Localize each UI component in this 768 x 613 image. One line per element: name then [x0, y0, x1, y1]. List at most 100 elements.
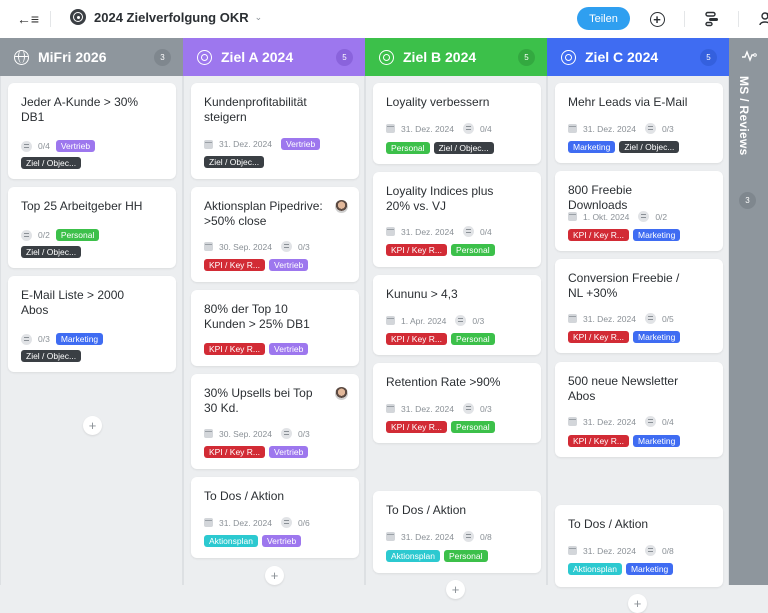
tag-ziel-objective: Ziel / Objec... — [21, 157, 81, 169]
timeline-button[interactable] — [701, 8, 723, 30]
checklist-progress: 0/3 — [662, 124, 674, 134]
due-date: 31. Dez. 2024 — [401, 124, 454, 134]
board-title-dropdown[interactable]: 2024 Zielverfolgung OKR ⌄ — [70, 9, 262, 25]
card-title: Top 25 Arbeitgeber HH — [21, 199, 145, 214]
collapse-menu-button[interactable]: ←≡ — [18, 10, 38, 28]
tag-personal: Personal — [56, 229, 100, 241]
column-header[interactable]: Ziel B 2024 5 — [365, 38, 547, 76]
tag-kpi-key-result: KPI / Key R... — [204, 259, 265, 271]
tag-kpi-key-result: KPI / Key R... — [386, 244, 447, 256]
due-date: 31. Dez. 2024 — [583, 124, 636, 134]
due-date: 31. Dez. 2024 — [401, 404, 454, 414]
tag-ziel-objective: Ziel / Objec... — [619, 141, 679, 153]
avatar[interactable] — [335, 387, 348, 400]
card[interactable]: Loyality verbessern 31. Dez. 2024 0/4 Pe… — [373, 83, 541, 164]
tag-kpi-key-result: KPI / Key R... — [568, 331, 629, 343]
tag-marketing: Marketing — [626, 563, 673, 575]
card[interactable]: Kundenprofitabilität steigern 31. Dez. 2… — [191, 83, 359, 179]
checklist-icon — [281, 428, 292, 439]
tag-marketing: Marketing — [568, 141, 615, 153]
checklist-icon — [645, 416, 656, 427]
target-icon — [70, 9, 86, 25]
column-title: Ziel A 2024 — [221, 49, 293, 65]
card-title: To Dos / Aktion — [568, 517, 692, 532]
checklist-progress: 0/8 — [480, 532, 492, 542]
card[interactable]: 80% der Top 10 Kunden > 25% DB1 KPI / Ke… — [191, 290, 359, 366]
tag-kpi-key-result: KPI / Key R... — [204, 343, 265, 355]
calendar-icon — [204, 140, 213, 149]
card[interactable]: 30% Upsells bei Top 30 Kd. 30. Sep. 2024… — [191, 374, 359, 469]
card[interactable]: E-Mail Liste > 2000 Abos 0/3 Marketing Z… — [8, 276, 176, 372]
card[interactable]: Retention Rate >90% 31. Dez. 2024 0/3 KP… — [373, 363, 541, 443]
chevron-down-icon: ⌄ — [255, 12, 263, 23]
tag-personal: Personal — [444, 550, 488, 562]
add-card-button[interactable]: + — [83, 416, 102, 435]
add-card-button[interactable]: + — [446, 580, 465, 599]
card-title: Conversion Freebie / NL +30% — [568, 271, 692, 301]
tag-ziel-objective: Ziel / Objec... — [204, 156, 264, 168]
checklist-progress: 0/8 — [662, 546, 674, 556]
checklist-progress: 0/3 — [480, 404, 492, 414]
checklist-progress: 0/3 — [298, 242, 310, 252]
collapsed-column-ms-reviews[interactable]: MS / Reviews 3 — [729, 38, 768, 585]
card[interactable]: Mehr Leads via E-Mail 31. Dez. 2024 0/3 … — [555, 83, 723, 163]
card[interactable]: Jeder A-Kunde > 30% DB1 0/4 Vertrieb Zie… — [8, 83, 176, 179]
column-body: Loyality verbessern 31. Dez. 2024 0/4 Pe… — [365, 76, 547, 585]
card[interactable]: Conversion Freebie / NL +30% 31. Dez. 20… — [555, 259, 723, 353]
calendar-icon — [386, 404, 395, 413]
tag-vertrieb: Vertrieb — [269, 446, 308, 458]
add-icon: + — [650, 12, 665, 27]
column-title: Ziel C 2024 — [585, 49, 658, 65]
card-title: Loyality Indices plus 20% vs. VJ — [386, 184, 510, 214]
kanban-board: MiFri 2026 3 Jeder A-Kunde > 30% DB1 0/4… — [0, 38, 768, 585]
tag-kpi-key-result: KPI / Key R... — [386, 333, 447, 345]
tag-vertrieb: Vertrieb — [262, 535, 301, 547]
checklist-icon — [645, 123, 656, 134]
column-header[interactable]: Ziel C 2024 5 — [547, 38, 729, 76]
card[interactable]: Loyality Indices plus 20% vs. VJ 31. Dez… — [373, 172, 541, 267]
checklist-progress: 0/3 — [472, 316, 484, 326]
target-icon — [379, 50, 394, 65]
card[interactable]: 800 Freebie Downloads 1. Okt. 2024 0/2 K… — [555, 171, 723, 251]
column-header[interactable]: MiFri 2026 3 — [0, 38, 183, 76]
add-button[interactable]: + — [646, 8, 668, 30]
card[interactable]: To Dos / Aktion 31. Dez. 2024 0/6 Aktion… — [191, 477, 359, 558]
card[interactable]: To Dos / Aktion 31. Dez. 2024 0/8 Aktion… — [373, 491, 541, 573]
column-mifri-2026: MiFri 2026 3 Jeder A-Kunde > 30% DB1 0/4… — [0, 38, 183, 585]
card-title: E-Mail Liste > 2000 Abos — [21, 288, 145, 318]
card[interactable]: Kununu > 4,3 1. Apr. 2024 0/3 KPI / Key … — [373, 275, 541, 355]
card-title: Aktionsplan Pipedrive: >50% close — [204, 199, 328, 229]
tag-personal: Personal — [451, 333, 495, 345]
checklist-icon — [455, 315, 466, 326]
column-title: MiFri 2026 — [38, 49, 106, 65]
card-title: Loyality verbessern — [386, 95, 510, 110]
card[interactable]: To Dos / Aktion 31. Dez. 2024 0/8 Aktion… — [555, 505, 723, 587]
due-date: 30. Sep. 2024 — [219, 242, 272, 252]
divider — [50, 11, 51, 27]
calendar-icon — [204, 518, 213, 527]
tag-kpi-key-result: KPI / Key R... — [204, 446, 265, 458]
avatar[interactable] — [335, 200, 348, 213]
checklist-progress: 0/3 — [298, 429, 310, 439]
card-title: Kundenprofitabilität steigern — [204, 95, 328, 125]
column-title: Ziel B 2024 — [403, 49, 476, 65]
add-card-button[interactable]: + — [628, 594, 647, 613]
due-date: 31. Dez. 2024 — [583, 314, 636, 324]
card[interactable]: Top 25 Arbeitgeber HH 0/2 Personal Ziel … — [8, 187, 176, 268]
checklist-progress: 0/4 — [480, 124, 492, 134]
globe-icon — [14, 50, 29, 65]
column-ziel-b-2024: Ziel B 2024 5 Loyality verbessern 31. De… — [365, 38, 547, 585]
due-date: 31. Dez. 2024 — [401, 532, 454, 542]
column-ziel-a-2024: Ziel A 2024 5 Kundenprofitabilität steig… — [183, 38, 365, 585]
tag-aktionsplan: Aktionsplan — [204, 535, 258, 547]
checklist-icon — [645, 313, 656, 324]
column-header[interactable]: Ziel A 2024 5 — [183, 38, 365, 76]
column-body: Kundenprofitabilität steigern 31. Dez. 2… — [183, 76, 365, 585]
users-button[interactable] — [756, 8, 768, 30]
column-ziel-c-2024: Ziel C 2024 5 Mehr Leads via E-Mail 31. … — [547, 38, 729, 585]
share-button[interactable]: Teilen — [577, 7, 630, 30]
card[interactable]: 500 neue Newsletter Abos 31. Dez. 2024 0… — [555, 362, 723, 457]
card[interactable]: Aktionsplan Pipedrive: >50% close 30. Se… — [191, 187, 359, 282]
add-card-button[interactable]: + — [265, 566, 284, 585]
card-title: Jeder A-Kunde > 30% DB1 — [21, 95, 145, 125]
